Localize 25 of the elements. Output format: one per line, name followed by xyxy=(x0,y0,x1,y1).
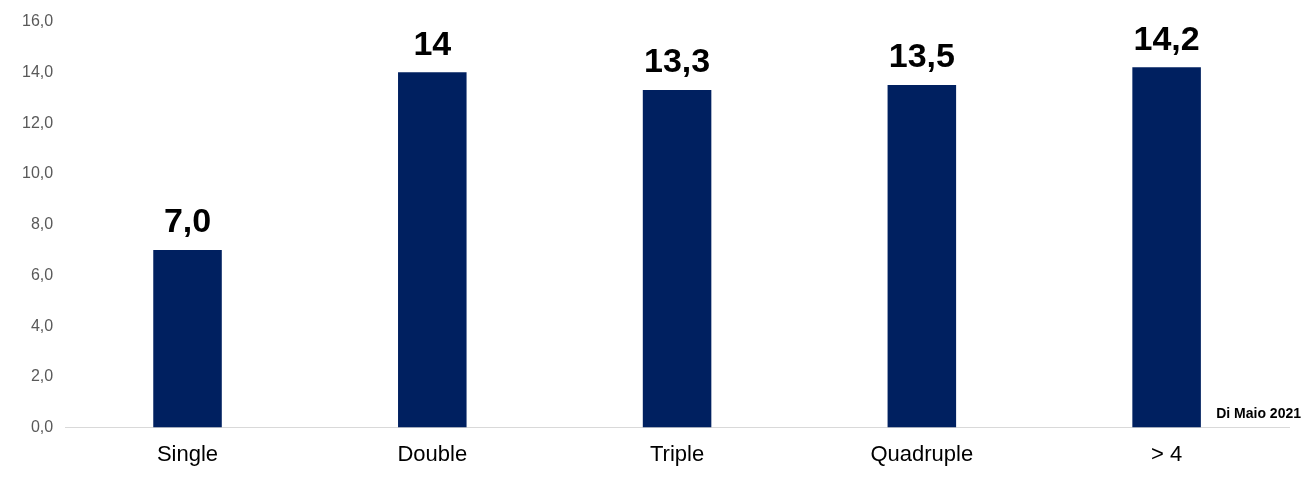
x-tick-label: Double xyxy=(397,440,468,466)
x-tick-label: > 4 xyxy=(1151,440,1183,466)
bar xyxy=(1132,67,1201,428)
bar xyxy=(887,85,957,428)
x-tick-label: Single xyxy=(156,440,219,466)
annotation: Di Maio 2021 xyxy=(1216,405,1302,422)
data-label: 14 xyxy=(413,23,452,62)
x-tick-label: Quadruple xyxy=(870,440,974,466)
data-label: 13,3 xyxy=(643,41,711,80)
y-tick-label: 14,0 xyxy=(22,62,54,80)
bar xyxy=(398,72,467,428)
x-tick-label: Triple xyxy=(649,440,705,466)
y-tick-label: 6,0 xyxy=(30,265,54,283)
y-tick-label: 2,0 xyxy=(30,367,54,385)
data-label: 7,0 xyxy=(163,201,212,240)
y-tick-label: 16,0 xyxy=(22,12,54,30)
bar xyxy=(642,90,712,428)
y-tick-label: 4,0 xyxy=(30,316,54,334)
y-tick-label: 8,0 xyxy=(30,215,54,233)
y-tick-label: 0,0 xyxy=(30,418,54,436)
data-label: 13,5 xyxy=(888,36,955,75)
bar xyxy=(153,249,222,428)
y-tick-label: 10,0 xyxy=(22,164,54,182)
data-label: 14,2 xyxy=(1133,18,1200,57)
y-tick-label: 12,0 xyxy=(22,113,54,131)
